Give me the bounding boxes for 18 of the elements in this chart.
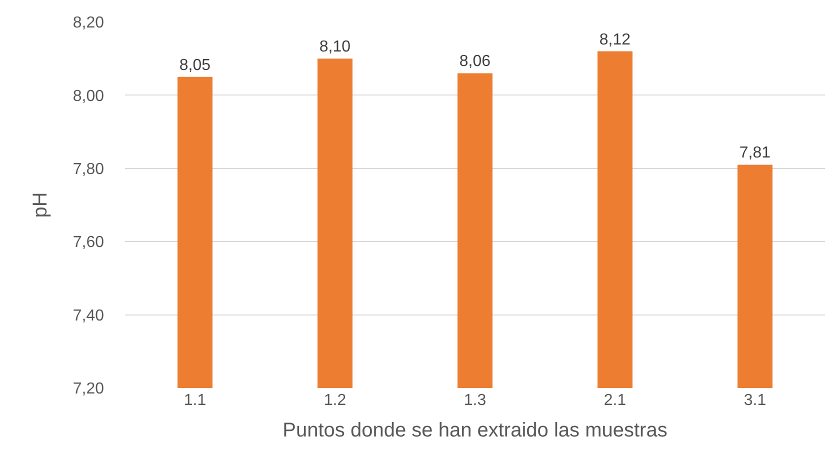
data-label: 8,10 xyxy=(319,38,351,56)
x-axis-title: Puntos donde se han extraido las muestras xyxy=(282,420,668,442)
y-tick-label: 8,20 xyxy=(72,14,104,32)
x-tick-label: 1.3 xyxy=(464,392,486,409)
x-tick-label: 1.2 xyxy=(324,392,346,409)
y-tick-label: 7,60 xyxy=(72,234,104,252)
y-tick-label: 7,20 xyxy=(72,380,104,398)
y-tick-label: 7,40 xyxy=(72,307,104,324)
y-tick-label: 8,00 xyxy=(72,88,104,105)
x-tick-label: 3.1 xyxy=(744,392,766,409)
data-label: 8,05 xyxy=(179,56,211,74)
x-tick-label: 2.1 xyxy=(604,392,626,409)
data-label: 7,81 xyxy=(739,144,771,162)
y-axis-title: pH xyxy=(29,192,52,218)
x-tick-label: 1.1 xyxy=(184,392,206,409)
data-label: 8,12 xyxy=(599,31,631,48)
y-tick-label: 7,80 xyxy=(72,161,104,178)
data-label: 8,06 xyxy=(459,53,491,70)
